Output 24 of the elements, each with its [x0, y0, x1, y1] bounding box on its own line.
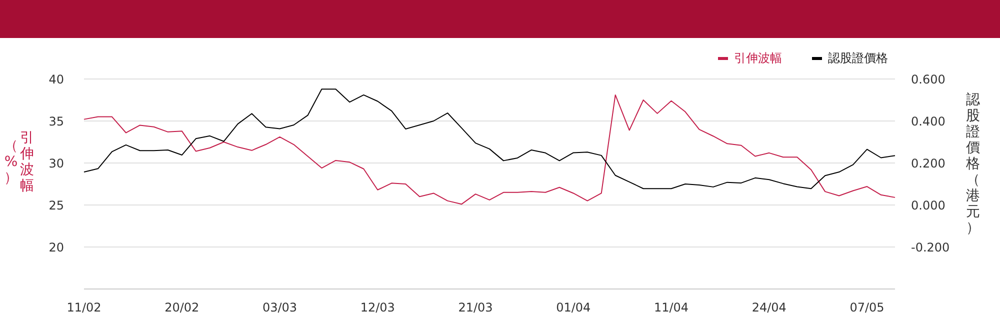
x-tick-label: 07/05 [850, 300, 884, 315]
y-tick-label: 30 [48, 156, 64, 170]
y-tick-label: 40 [48, 72, 64, 86]
y-tick-label: 20 [48, 240, 64, 254]
x-tick-label: 12/03 [360, 300, 395, 315]
legend-label: 引伸波幅 [734, 50, 782, 67]
line-series [84, 88, 896, 190]
y2-tick-label: 0.400 [911, 114, 946, 128]
x-tick-label: 03/03 [262, 300, 298, 315]
x-tick-label: 21/03 [458, 300, 493, 315]
y-tick-label: 25 [48, 198, 64, 212]
line-series [84, 94, 896, 205]
y-tick-label: 35 [48, 114, 64, 128]
x-tick-label: 11/02 [66, 300, 102, 315]
x-tick-label: 11/04 [654, 300, 689, 315]
x-tick-label: 01/04 [556, 300, 591, 315]
text: 認股證價格（港元） [966, 92, 980, 236]
legend-label: 認股證價格 [828, 50, 888, 67]
y2-tick-label: -0.200 [911, 240, 950, 254]
y2-tick-label: 0.600 [911, 72, 946, 86]
y2-tick-label: 0.200 [911, 156, 946, 170]
x-tick-label: 20/02 [164, 300, 200, 315]
x-tick-label: 24/04 [752, 300, 786, 315]
y2-tick-label: 0.000 [911, 198, 946, 212]
